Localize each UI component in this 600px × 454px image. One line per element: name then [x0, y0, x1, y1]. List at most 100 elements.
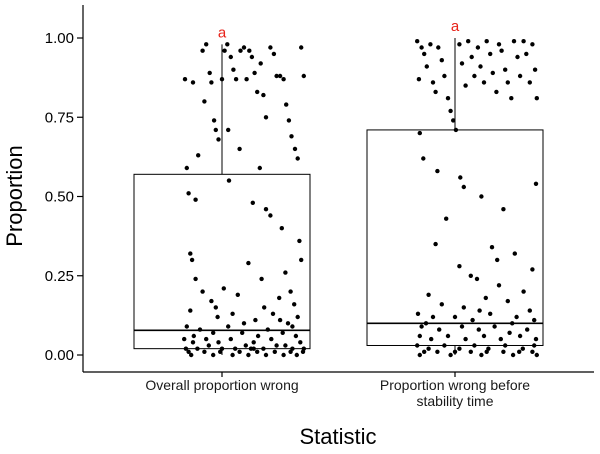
data-point	[533, 181, 539, 186]
data-point	[466, 39, 471, 44]
data-point	[524, 51, 529, 57]
data-point	[246, 260, 251, 266]
data-point	[461, 184, 466, 190]
data-point	[204, 42, 209, 47]
labels-layer: Statistic Proportion 0.00 0.25 0.50 0.75 1.0…	[2, 18, 530, 449]
data-point	[202, 99, 207, 104]
data-point	[207, 70, 212, 76]
data-point	[235, 292, 240, 297]
data-point	[521, 39, 526, 44]
data-point	[483, 295, 488, 301]
data-point	[481, 333, 487, 339]
data-point	[457, 346, 462, 351]
data-point	[215, 314, 220, 320]
data-point	[527, 80, 532, 85]
data-point	[495, 257, 500, 263]
data-point	[530, 42, 535, 47]
data-point	[290, 324, 295, 329]
data-point	[422, 51, 427, 57]
data-point	[426, 292, 431, 297]
data-point	[511, 39, 517, 44]
data-point	[238, 48, 243, 53]
data-point	[534, 96, 539, 101]
data-point	[439, 302, 444, 307]
box-iqr	[133, 173, 311, 350]
y-tick-label: 1.00	[45, 30, 74, 47]
data-point	[240, 330, 245, 335]
data-point	[415, 311, 421, 316]
data-point	[525, 327, 530, 332]
x-category-label: Proportion wrong before	[380, 377, 530, 393]
data-point	[204, 336, 209, 342]
data-point	[514, 314, 519, 320]
data-point	[534, 352, 539, 358]
data-point	[527, 308, 532, 313]
data-point	[193, 197, 198, 202]
data-point	[200, 48, 205, 53]
data-point	[249, 54, 255, 60]
data-point	[433, 89, 438, 95]
data-point	[503, 67, 508, 72]
data-point	[477, 308, 482, 313]
x-category-label: stability time	[416, 393, 493, 409]
data-point	[284, 102, 289, 107]
data-point	[283, 343, 288, 348]
data-point	[277, 317, 283, 323]
data-point	[263, 352, 269, 358]
points-layer	[182, 39, 539, 358]
data-point	[281, 77, 286, 82]
data-point	[189, 257, 195, 263]
data-point	[261, 92, 266, 98]
data-point	[233, 77, 239, 82]
data-point	[216, 137, 221, 142]
data-point	[436, 45, 441, 50]
data-point	[211, 118, 217, 123]
data-point	[463, 336, 468, 342]
data-point	[469, 54, 474, 60]
data-point	[422, 349, 427, 354]
data-point	[230, 352, 235, 358]
data-point	[474, 276, 480, 282]
data-point	[186, 191, 191, 196]
data-point	[472, 73, 477, 79]
data-point	[188, 251, 193, 256]
data-point	[507, 330, 512, 335]
data-point	[279, 226, 284, 231]
data-point	[468, 273, 473, 278]
data-point	[457, 264, 462, 269]
data-point	[297, 238, 302, 244]
data-point	[430, 80, 436, 85]
data-point	[274, 343, 279, 348]
data-point	[272, 349, 277, 354]
data-point	[263, 207, 269, 212]
data-point	[226, 324, 231, 329]
data-point	[533, 336, 539, 342]
data-point	[300, 349, 306, 354]
data-point	[213, 305, 218, 310]
data-point	[269, 336, 274, 342]
data-point	[255, 89, 260, 95]
data-point	[294, 352, 299, 358]
data-point	[501, 207, 506, 212]
data-point	[252, 70, 257, 76]
significance-label: a	[218, 24, 227, 41]
x-category-label: Overall proportion wrong	[145, 377, 298, 393]
data-point	[243, 343, 248, 348]
data-point	[475, 45, 481, 50]
data-point	[496, 283, 502, 288]
data-point	[461, 305, 466, 310]
data-point	[241, 45, 247, 50]
data-point	[442, 73, 447, 79]
data-point	[222, 48, 227, 53]
data-point	[196, 153, 201, 158]
data-point	[421, 156, 426, 161]
data-point	[277, 73, 283, 79]
y-tick-label: 0.25	[45, 268, 74, 285]
data-point	[190, 80, 196, 85]
data-point	[530, 349, 535, 354]
data-point	[225, 42, 230, 47]
data-point	[530, 267, 535, 272]
data-point	[479, 352, 484, 358]
data-point	[470, 317, 475, 323]
